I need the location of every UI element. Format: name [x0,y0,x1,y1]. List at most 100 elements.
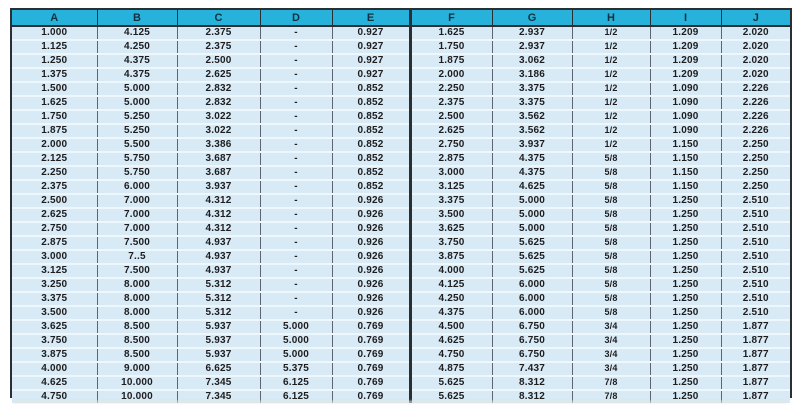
cell-g: 5.625 [491,249,572,264]
cell-a: 3.125 [12,263,97,278]
cell-b: 8.500 [96,333,177,348]
cell-j: 2.510 [720,235,790,250]
cell-h: 1/2 [571,81,650,96]
cell-c: 4.937 [176,249,260,264]
cell-b: 5.000 [96,81,177,96]
cell-i: 1.150 [649,165,721,180]
cell-d: 6.125 [259,375,332,390]
cell-d: - [259,193,332,208]
cell-e: 0.927 [331,26,410,40]
cell-j: 1.877 [720,389,790,403]
cell-h: 5/8 [571,193,650,208]
cell-d: - [259,291,332,306]
cell-c: 2.375 [176,39,260,54]
cell-c: 4.937 [176,263,260,278]
cell-h: 5/8 [571,165,650,180]
cell-g: 3.562 [491,123,572,138]
cell-d: - [259,109,332,124]
table-row: 3.625 8.500 5.937 5.000 0.769 4.500 6.750 3/4 1.… [12,319,790,334]
cell-f: 2.500 [408,109,492,124]
cell-d: - [259,39,332,54]
cell-e: 0.852 [331,179,410,194]
cell-j: 2.250 [720,151,790,166]
cell-a: 1.250 [12,53,97,68]
column-header-d: D [259,10,332,27]
cell-a: 1.375 [12,67,97,82]
cell-h: 5/8 [571,151,650,166]
cell-c: 3.022 [176,109,260,124]
cell-g: 3.375 [491,81,572,96]
cell-e: 0.769 [331,375,410,390]
cell-b: 5.000 [96,95,177,110]
cell-f: 3.500 [408,207,492,222]
table-row: 2.250 5.750 3.687-0.852 3.000 4.375 5/8 1.150 2… [12,165,790,180]
cell-i: 1.209 [649,39,721,54]
cell-a: 3.250 [12,277,97,292]
cell-g: 4.375 [491,165,572,180]
cell-i: 1.090 [649,81,721,96]
cell-a: 2.125 [12,151,97,166]
cell-j: 2.226 [720,95,790,110]
cell-f: 4.500 [408,319,492,334]
cell-b: 5.250 [96,109,177,124]
cell-c: 5.937 [176,319,260,334]
cell-e: 0.926 [331,221,410,236]
table-row: 1.750 5.250 3.022-0.852 2.500 3.562 1/2 1.090 2… [12,109,790,124]
table-row: 3.875 8.500 5.937 5.000 0.769 4.750 6.750 3/4 1.… [12,347,790,362]
cell-d: 6.125 [259,389,332,403]
cell-c: 3.937 [176,179,260,194]
cell-f: 1.750 [408,39,492,54]
table-header-row: A B C D E F G H I J [12,10,790,27]
cell-g: 3.937 [491,137,572,152]
cell-j: 2.250 [720,179,790,194]
cell-b: 7.000 [96,193,177,208]
cell-j: 2.510 [720,291,790,306]
cell-e: 0.926 [331,263,410,278]
cell-i: 1.250 [649,207,721,222]
cell-a: 2.625 [12,207,97,222]
cell-e: 0.769 [331,361,410,376]
cell-i: 1.250 [649,263,721,278]
cell-h: 1/2 [571,95,650,110]
scan-shadow [14,401,786,403]
table-row: 3.375 8.000 5.312-0.926 4.250 6.000 5/8 1.250 2… [12,291,790,306]
cell-e: 0.852 [331,165,410,180]
cell-c: 5.312 [176,277,260,292]
cell-b: 4.125 [96,26,177,40]
cell-c: 4.937 [176,235,260,250]
cell-e: 0.926 [331,305,410,320]
cell-a: 1.125 [12,39,97,54]
cell-g: 3.375 [491,95,572,110]
cell-e: 0.852 [331,123,410,138]
cell-c: 2.625 [176,67,260,82]
cell-e: 0.769 [331,333,410,348]
cell-d: - [259,221,332,236]
cell-j: 2.510 [720,249,790,264]
cell-c: 4.312 [176,193,260,208]
column-header-h: H [571,10,650,27]
cell-f: 1.875 [408,53,492,68]
cell-i: 1.250 [649,249,721,264]
cell-a: 2.250 [12,165,97,180]
cell-h: 5/8 [571,277,650,292]
cell-a: 1.500 [12,81,97,96]
cell-b: 7.500 [96,263,177,278]
cell-b: 5.750 [96,151,177,166]
cell-f: 2.375 [408,95,492,110]
cell-a: 3.875 [12,347,97,362]
cell-b: 4.375 [96,53,177,68]
cell-d: - [259,277,332,292]
cell-a: 2.750 [12,221,97,236]
cell-h: 5/8 [571,207,650,222]
table-row: 3.750 8.500 5.937 5.000 0.769 4.625 6.750 3/4 1.… [12,333,790,348]
cell-g: 3.186 [491,67,572,82]
cell-h: 3/4 [571,361,650,376]
cell-a: 1.000 [12,26,97,40]
cell-c: 5.312 [176,305,260,320]
table-row: 3.250 8.000 5.312-0.926 4.125 6.000 5/8 1.250 2… [12,277,790,292]
cell-i: 1.250 [649,235,721,250]
table-row: 2.625 7.000 4.312-0.926 3.500 5.000 5/8 1.250 2… [12,207,790,222]
cell-i: 1.250 [649,333,721,348]
cell-h: 5/8 [571,305,650,320]
cell-g: 7.437 [491,361,572,376]
